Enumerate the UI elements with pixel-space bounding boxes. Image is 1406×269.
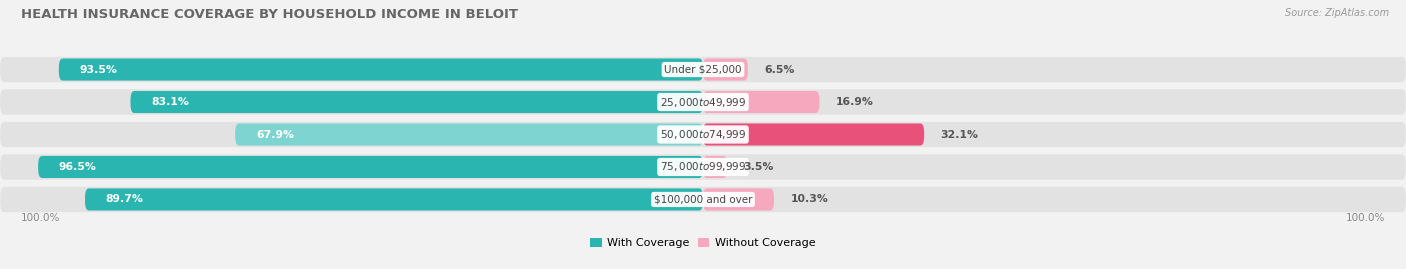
FancyBboxPatch shape	[0, 57, 1406, 82]
FancyBboxPatch shape	[703, 91, 820, 113]
FancyBboxPatch shape	[59, 58, 703, 81]
Text: $50,000 to $74,999: $50,000 to $74,999	[659, 128, 747, 141]
Text: 96.5%: 96.5%	[59, 162, 97, 172]
Text: 100.0%: 100.0%	[1346, 213, 1385, 223]
Text: 100.0%: 100.0%	[21, 213, 60, 223]
Text: Source: ZipAtlas.com: Source: ZipAtlas.com	[1285, 8, 1389, 18]
FancyBboxPatch shape	[703, 123, 924, 146]
Text: Under $25,000: Under $25,000	[664, 65, 742, 75]
Text: HEALTH INSURANCE COVERAGE BY HOUSEHOLD INCOME IN BELOIT: HEALTH INSURANCE COVERAGE BY HOUSEHOLD I…	[21, 8, 517, 21]
FancyBboxPatch shape	[703, 156, 727, 178]
Text: $75,000 to $99,999: $75,000 to $99,999	[659, 161, 747, 174]
FancyBboxPatch shape	[0, 89, 1406, 115]
FancyBboxPatch shape	[235, 123, 703, 146]
Legend: With Coverage, Without Coverage: With Coverage, Without Coverage	[586, 234, 820, 253]
Text: 93.5%: 93.5%	[80, 65, 117, 75]
Text: 3.5%: 3.5%	[744, 162, 775, 172]
Text: 10.3%: 10.3%	[790, 194, 828, 204]
FancyBboxPatch shape	[703, 188, 773, 211]
FancyBboxPatch shape	[0, 187, 1406, 212]
FancyBboxPatch shape	[0, 154, 1406, 180]
FancyBboxPatch shape	[0, 122, 1406, 147]
Text: $25,000 to $49,999: $25,000 to $49,999	[659, 95, 747, 108]
Text: 6.5%: 6.5%	[765, 65, 794, 75]
FancyBboxPatch shape	[703, 58, 748, 81]
FancyBboxPatch shape	[38, 156, 703, 178]
Text: 89.7%: 89.7%	[105, 194, 143, 204]
Text: 32.1%: 32.1%	[941, 129, 979, 140]
Text: 16.9%: 16.9%	[837, 97, 875, 107]
Text: 67.9%: 67.9%	[256, 129, 294, 140]
FancyBboxPatch shape	[131, 91, 703, 113]
Text: 83.1%: 83.1%	[152, 97, 188, 107]
Text: $100,000 and over: $100,000 and over	[654, 194, 752, 204]
FancyBboxPatch shape	[84, 188, 703, 211]
